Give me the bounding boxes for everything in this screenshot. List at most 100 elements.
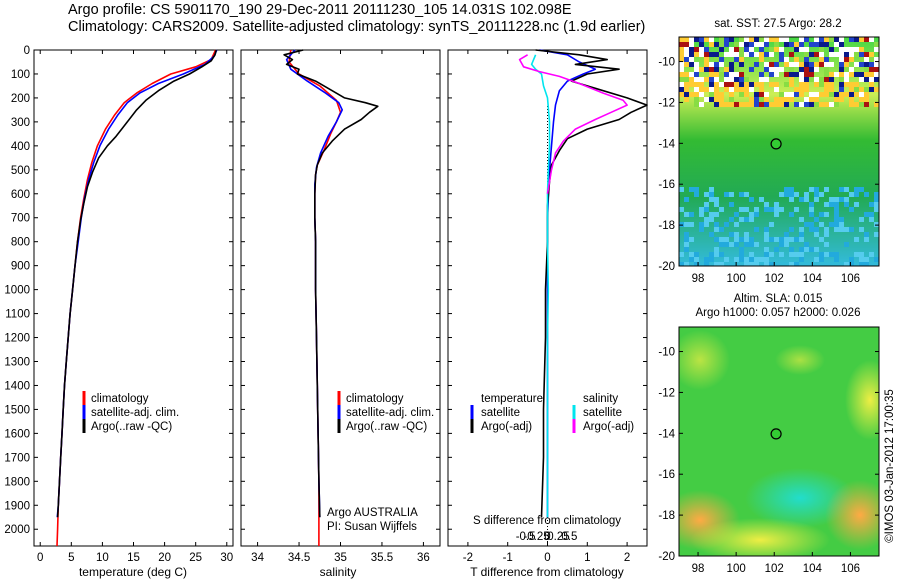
depth-tick-label: 1000 — [4, 285, 30, 297]
legend-s-argo: Argo(-adj) — [583, 421, 634, 433]
sst-heatmap — [679, 37, 879, 266]
argo-float-marker — [770, 138, 782, 150]
salinity-xlabel: salinity — [320, 565, 357, 579]
depth-tick-label: 1900 — [4, 500, 30, 512]
depth-tick-label: 0 — [24, 45, 30, 57]
argo-float-marker — [770, 428, 782, 440]
lat-tick-label: -18 — [658, 220, 675, 232]
lat-tick-label: -14 — [658, 138, 675, 150]
depth-tick-label: 600 — [11, 189, 30, 201]
x-tick-label: 0 — [544, 552, 550, 564]
legend-climatology: climatology — [91, 393, 149, 405]
sla-map-heights: Argo h1000: 0.057 h2000: 0.026 — [696, 307, 861, 319]
x-tick-label: 34.5 — [288, 552, 310, 564]
s-tick-label: 0.5 — [561, 531, 577, 543]
legend-s-satellite: satellite — [583, 407, 622, 419]
legend-argo: Argo(..raw -QC) — [91, 421, 172, 433]
temperature-axes-frame — [33, 49, 234, 547]
sla-longitude-axis: 98 100 102 104 106 — [692, 552, 860, 575]
lon-tick-label: 100 — [727, 563, 746, 575]
salinity-x-axis: 34 34.5 35 35.5 36 — [251, 50, 430, 564]
depth-tick-label: 100 — [11, 69, 30, 81]
series-line-argo-raw-qc- — [283, 49, 379, 518]
lat-tick-label: -16 — [658, 469, 675, 481]
x-tick-label: -2 — [463, 552, 473, 564]
depth-tick-label: 1300 — [4, 356, 30, 368]
x-tick-label: 10 — [96, 552, 109, 564]
depth-tick-label: 1100 — [5, 309, 30, 321]
chart-title-line2: Climatology: CARS2009. Satellite-adjuste… — [68, 19, 646, 35]
series-line-argo-raw-qc- — [56, 49, 217, 518]
lat-tick-label: -12 — [658, 97, 675, 109]
x-tick-label: 25 — [189, 552, 202, 564]
lon-tick-label: 104 — [803, 273, 823, 285]
depth-tick-label: 200 — [11, 93, 30, 105]
sla-latitude-axis: -10 -12 -14 -16 -18 -20 — [658, 347, 879, 563]
depth-tick-label: 1800 — [4, 476, 30, 488]
depth-tick-label: 1500 — [4, 404, 30, 416]
lat-tick-label: -20 — [658, 261, 675, 273]
s-tick-label: -0.25 — [523, 531, 549, 543]
salinity-axes-frame — [240, 49, 441, 547]
chart-title-line1: Argo profile: CS 5901170_190 29-Dec-2011… — [68, 2, 572, 18]
lon-tick-label: 102 — [765, 563, 784, 575]
depth-tick-label: 400 — [11, 141, 30, 153]
lon-tick-label: 106 — [841, 563, 860, 575]
s-tick-label: -0.5 — [516, 531, 536, 543]
s-tick-label: 0.25 — [547, 531, 569, 543]
difference-legend: temperature satellite Argo(-adj) salinit… — [470, 393, 634, 433]
salinity-depth-ticks — [241, 49, 440, 530]
sla-heatmap — [679, 327, 879, 556]
x-tick-label: 15 — [127, 552, 140, 564]
lat-tick-label: -16 — [658, 179, 675, 191]
x-tick-label: 30 — [220, 552, 233, 564]
sst-latitude-axis: -10 -12 -14 -16 -18 -20 — [658, 57, 879, 273]
lat-tick-label: -10 — [658, 57, 675, 69]
sla-map-title: Altim. SLA: 0.015 — [734, 293, 823, 305]
x-tick-label: 0 — [37, 552, 43, 564]
depth-tick-label: 1700 — [4, 452, 30, 464]
legend-t-satellite: satellite — [481, 407, 520, 419]
temperature-legend: climatology satellite-adj. clim. Argo(..… — [82, 391, 179, 433]
lon-tick-label: 98 — [692, 563, 705, 575]
lat-tick-label: -14 — [658, 428, 675, 440]
depth-tick-label: 800 — [11, 237, 30, 249]
lat-tick-label: -10 — [658, 347, 675, 359]
temperature-xlabel: temperature (deg C) — [79, 565, 187, 579]
x-tick-label: 35.5 — [371, 552, 393, 564]
legend-t-argo: Argo(-adj) — [481, 421, 532, 433]
depth-tick-label: 1600 — [4, 428, 30, 440]
x-tick-label: 1 — [584, 552, 590, 564]
temperature-x-axis: 0 5 10 15 20 25 30 — [37, 50, 233, 564]
temperature-lines — [56, 49, 218, 547]
legend-satellite-adj: satellite-adj. clim. — [346, 407, 434, 419]
x-tick-label: 36 — [417, 552, 430, 564]
x-tick-label: 34 — [251, 552, 264, 564]
sla-map-panel: Altim. SLA: 0.015 Argo h1000: 0.057 h200… — [658, 293, 880, 575]
x-tick-label: 35 — [334, 552, 347, 564]
salinity-lines — [283, 49, 379, 546]
lon-tick-label: 104 — [803, 563, 823, 575]
depth-tick-label: 2000 — [4, 524, 30, 536]
lon-tick-label: 106 — [841, 273, 860, 285]
depth-tick-label: 300 — [11, 117, 30, 129]
x-tick-label: 2 — [624, 552, 630, 564]
x-tick-label: -1 — [503, 552, 513, 564]
t-difference-xlabel: T difference from climatology — [470, 565, 624, 579]
legend-climatology: climatology — [346, 393, 404, 405]
lat-tick-label: -18 — [658, 510, 675, 522]
lon-tick-label: 102 — [765, 273, 784, 285]
salinity-legend: climatology satellite-adj. clim. Argo(..… — [337, 391, 434, 433]
series-line-t-argo-adj- — [535, 49, 648, 518]
x-tick-label: 20 — [158, 552, 171, 564]
argo-pi: PI: Susan Wijffels — [327, 521, 417, 533]
lon-tick-label: 100 — [727, 273, 746, 285]
depth-tick-label: 1400 — [4, 380, 30, 392]
difference-depth-ticks — [448, 49, 647, 530]
lat-tick-label: -20 — [658, 551, 675, 563]
sst-longitude-axis: 98 100 102 104 106 — [692, 262, 860, 285]
legend-salinity-title: salinity — [583, 393, 618, 405]
sla-map-frame — [678, 326, 880, 557]
